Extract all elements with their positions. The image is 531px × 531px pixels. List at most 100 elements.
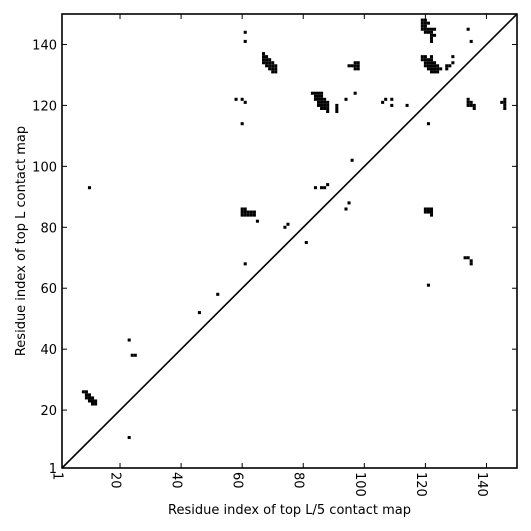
diagonal-line-layer	[61, 13, 518, 469]
contact-point	[246, 210, 250, 214]
diagonal-line	[61, 13, 518, 469]
contact-point	[91, 396, 95, 400]
contact-point	[84, 393, 88, 397]
contact-point	[344, 207, 348, 211]
contact-point	[127, 436, 131, 440]
y-tick-label: 100	[32, 160, 57, 175]
contact-point	[472, 106, 476, 110]
contact-point	[466, 256, 470, 260]
contact-point	[240, 213, 244, 217]
contact-point	[249, 210, 253, 214]
x-tick-label: 100	[352, 472, 367, 497]
contact-point	[503, 103, 507, 107]
contact-point	[94, 399, 98, 403]
contact-point	[316, 91, 321, 95]
contact-point	[274, 67, 278, 71]
contact-point	[243, 213, 247, 217]
contact-point	[249, 213, 253, 217]
contact-point	[466, 100, 470, 104]
contact-point	[436, 70, 440, 74]
contact-point	[271, 70, 275, 74]
contact-point	[268, 58, 272, 62]
contact-point	[243, 100, 247, 104]
contact-point	[320, 94, 324, 98]
contact-point	[426, 283, 430, 287]
contact-point	[466, 97, 470, 101]
contact-point	[274, 70, 278, 74]
x-axis-label: Residue index of top L/5 contact map	[168, 503, 411, 518]
plot-frame	[61, 13, 518, 469]
contact-point	[469, 259, 473, 263]
contact-point	[463, 256, 467, 260]
contact-point	[433, 61, 437, 65]
contact-point	[423, 18, 427, 22]
contact-point	[243, 210, 247, 214]
contact-point	[429, 36, 434, 40]
contact-point	[503, 106, 507, 110]
contact-point	[356, 64, 360, 68]
x-tick-label: 80	[291, 472, 306, 489]
contact-point	[243, 207, 247, 211]
contact-point	[350, 64, 354, 68]
x-tick-label: 120	[413, 472, 428, 497]
contact-point	[240, 97, 244, 101]
contact-point	[433, 67, 437, 71]
contact-point	[429, 61, 434, 65]
contact-point	[87, 393, 92, 397]
contact-point	[426, 64, 430, 68]
contact-point	[127, 338, 131, 342]
contact-point	[240, 207, 244, 211]
contact-point	[243, 39, 247, 43]
contact-point	[262, 61, 266, 65]
contact-point	[429, 210, 434, 214]
contact-point	[320, 100, 324, 104]
contact-point	[469, 39, 473, 43]
contact-point	[439, 67, 443, 71]
contact-point	[265, 55, 269, 59]
contact-point	[503, 97, 507, 101]
contact-point	[420, 55, 424, 59]
contact-point	[423, 21, 427, 25]
contact-point	[320, 91, 324, 95]
contact-point	[283, 225, 287, 229]
contact-point	[426, 21, 430, 25]
contact-point	[265, 64, 269, 68]
contact-point	[429, 30, 434, 34]
contact-point	[326, 106, 330, 110]
contact-point	[448, 64, 452, 68]
contact-point	[313, 97, 317, 101]
contact-point	[420, 58, 424, 62]
contact-point	[310, 91, 314, 95]
contact-point	[316, 103, 321, 107]
contact-point	[469, 103, 473, 107]
contact-point	[429, 207, 434, 211]
y-tick-label: 60	[40, 282, 57, 297]
contact-point	[500, 100, 504, 104]
y-tick-label: 1	[49, 462, 57, 477]
contact-point	[353, 91, 357, 95]
contact-point	[436, 67, 440, 71]
contact-point	[130, 353, 134, 357]
contact-point	[350, 158, 354, 162]
contact-point	[326, 109, 330, 114]
x-tick-label: 1	[50, 472, 65, 480]
contact-point	[469, 100, 473, 104]
contact-point	[262, 52, 266, 56]
y-tick-label: 80	[40, 221, 57, 236]
contact-point	[262, 58, 266, 62]
contact-point	[384, 97, 388, 101]
contact-point	[356, 61, 360, 65]
contact-point	[197, 311, 201, 315]
contact-point	[216, 292, 220, 296]
contact-point	[429, 33, 434, 37]
contact-point	[246, 213, 250, 217]
contact-point	[313, 91, 317, 95]
contact-point	[268, 61, 272, 65]
contact-point	[268, 64, 272, 68]
contact-point	[445, 64, 449, 68]
contact-point	[133, 353, 137, 357]
contact-point	[420, 21, 424, 25]
contact-point	[255, 219, 259, 223]
contact-point	[423, 55, 427, 59]
